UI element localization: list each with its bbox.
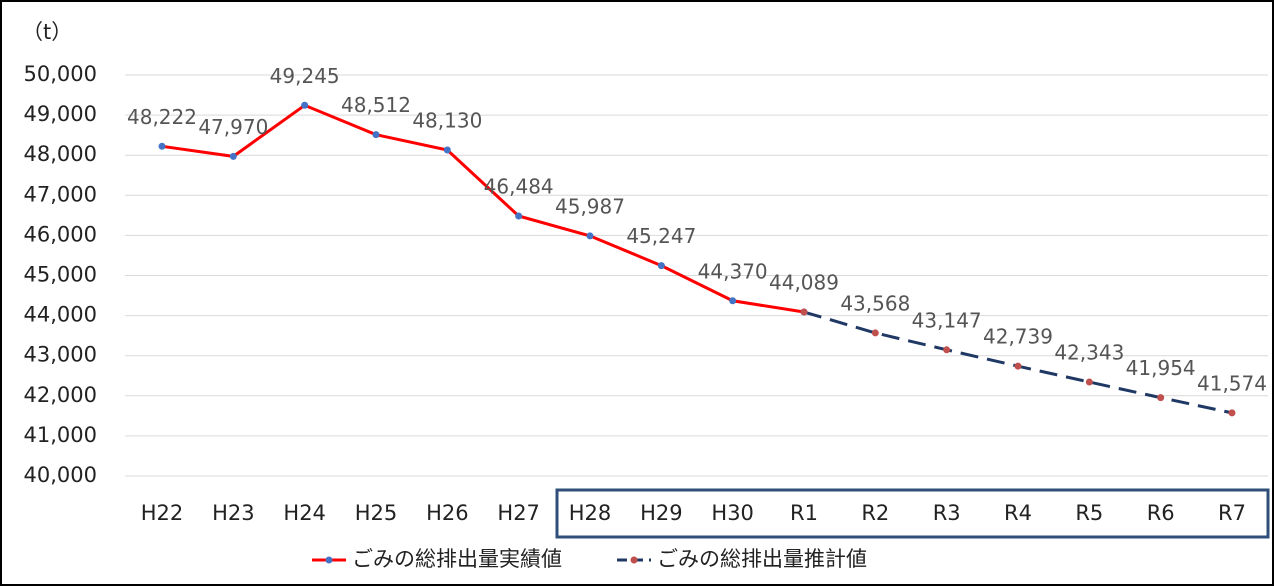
x-tick-label: H23 (212, 501, 255, 525)
marker (515, 212, 523, 220)
marker (729, 297, 737, 305)
x-tick-label: R3 (933, 501, 961, 525)
y-tick-label: 48,000 (24, 142, 97, 166)
series-line (161, 103, 805, 314)
value-label: 47,970 (198, 115, 268, 139)
value-label: 42,343 (1054, 341, 1124, 365)
y-tick-label: 50,000 (24, 62, 97, 86)
value-label: 41,574 (1197, 371, 1267, 395)
y-tick-label: 46,000 (24, 222, 97, 246)
value-label: 49,245 (270, 64, 340, 88)
value-label: 43,147 (912, 308, 982, 332)
x-tick-label: H26 (426, 501, 469, 525)
y-tick-label: 49,000 (24, 102, 97, 126)
x-tick-label: R4 (1004, 501, 1032, 525)
marker (800, 308, 808, 316)
value-label: 42,739 (983, 325, 1053, 349)
marker (1085, 378, 1093, 386)
value-label: 44,370 (698, 259, 768, 283)
marker (443, 146, 451, 154)
marker (1014, 362, 1022, 370)
legend-label: ごみの総排出量推計値 (657, 547, 867, 571)
x-tick-label: H29 (640, 501, 683, 525)
value-label: 48,512 (341, 93, 411, 117)
y-tick-label: 42,000 (24, 383, 97, 407)
marker (657, 262, 665, 270)
marker (586, 232, 594, 240)
value-label: 45,247 (626, 224, 696, 248)
marker (1228, 409, 1236, 417)
y-tick-label: 47,000 (24, 182, 97, 206)
value-label: 43,568 (840, 291, 910, 315)
x-tick-label: H27 (497, 501, 540, 525)
marker (301, 101, 309, 109)
forecast-box (555, 488, 1270, 539)
x-tick-label: H25 (355, 501, 398, 525)
y-axis-unit: （t） (22, 20, 72, 44)
marker (943, 346, 951, 354)
x-tick-label: R7 (1218, 501, 1246, 525)
value-label: 48,130 (412, 108, 482, 132)
legend-marker (325, 556, 333, 564)
value-label: 46,484 (484, 174, 554, 198)
x-tick-label: R6 (1147, 501, 1175, 525)
value-label: 41,954 (1126, 356, 1196, 380)
x-tick-label: H22 (141, 501, 184, 525)
y-tick-label: 45,000 (24, 263, 97, 287)
marker (871, 329, 879, 337)
x-tick-label: R5 (1075, 501, 1103, 525)
x-tick-label: R1 (790, 501, 818, 525)
legend-label: ごみの総排出量実績値 (352, 547, 562, 571)
y-tick-label: 40,000 (24, 463, 97, 487)
legend-marker (630, 556, 638, 564)
x-tick-label: H28 (569, 501, 612, 525)
marker (1157, 394, 1165, 402)
x-tick-label: R2 (861, 501, 889, 525)
value-label: 45,987 (555, 194, 625, 218)
marker (229, 152, 237, 160)
x-tick-label: H30 (711, 501, 754, 525)
x-tick-label: H24 (283, 501, 326, 525)
marker (372, 131, 380, 139)
value-label: 48,222 (127, 105, 197, 129)
marker (158, 142, 166, 150)
value-label: 44,089 (769, 271, 839, 295)
y-tick-label: 43,000 (24, 343, 97, 367)
y-tick-label: 41,000 (24, 423, 97, 447)
y-tick-label: 44,000 (24, 303, 97, 327)
